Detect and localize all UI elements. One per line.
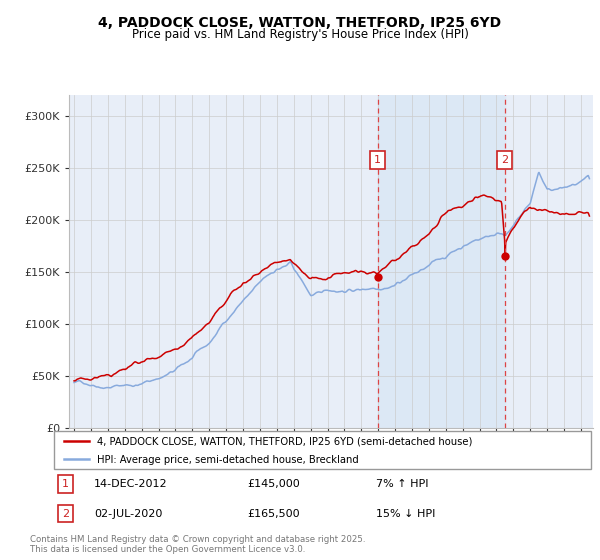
Text: HPI: Average price, semi-detached house, Breckland: HPI: Average price, semi-detached house,… bbox=[97, 455, 359, 465]
Text: 14-DEC-2012: 14-DEC-2012 bbox=[94, 479, 168, 489]
Text: 02-JUL-2020: 02-JUL-2020 bbox=[94, 508, 163, 519]
Text: 4, PADDOCK CLOSE, WATTON, THETFORD, IP25 6YD: 4, PADDOCK CLOSE, WATTON, THETFORD, IP25… bbox=[98, 16, 502, 30]
Bar bbox=[377, 95, 505, 428]
Text: £145,000: £145,000 bbox=[247, 479, 300, 489]
Text: 7% ↑ HPI: 7% ↑ HPI bbox=[376, 479, 428, 489]
Text: 1: 1 bbox=[374, 155, 381, 165]
Text: 2: 2 bbox=[62, 508, 70, 519]
Text: Contains HM Land Registry data © Crown copyright and database right 2025.
This d: Contains HM Land Registry data © Crown c… bbox=[30, 535, 365, 554]
FancyBboxPatch shape bbox=[54, 431, 591, 469]
Text: Price paid vs. HM Land Registry's House Price Index (HPI): Price paid vs. HM Land Registry's House … bbox=[131, 28, 469, 41]
Text: 1: 1 bbox=[62, 479, 70, 489]
Text: 2: 2 bbox=[502, 155, 508, 165]
Text: 15% ↓ HPI: 15% ↓ HPI bbox=[376, 508, 436, 519]
Text: £165,500: £165,500 bbox=[247, 508, 300, 519]
Text: 4, PADDOCK CLOSE, WATTON, THETFORD, IP25 6YD (semi-detached house): 4, PADDOCK CLOSE, WATTON, THETFORD, IP25… bbox=[97, 436, 472, 446]
